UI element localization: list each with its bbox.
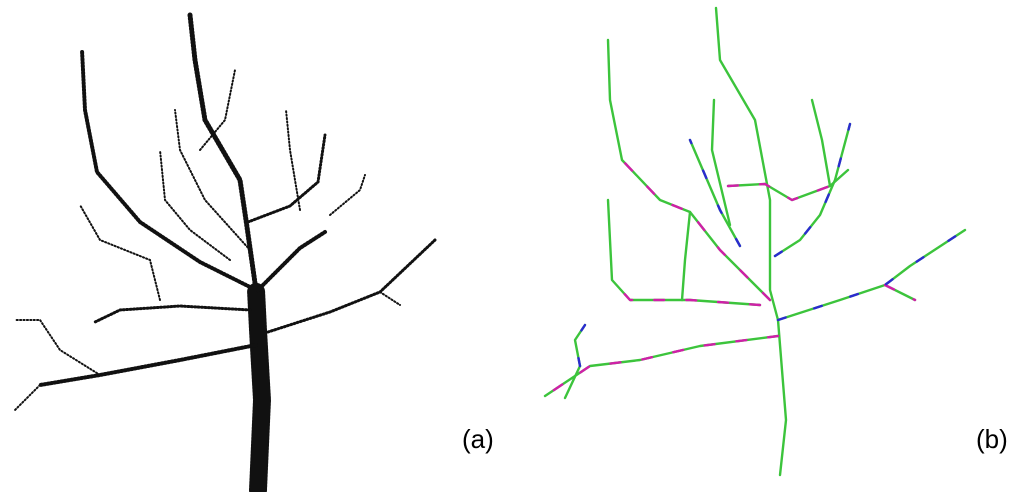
panel-label: (b) (976, 424, 1008, 454)
page: (a) (b) (() => { const data = JSON.parse… (0, 0, 1018, 492)
point-cloud-tree (15, 15, 435, 490)
skeleton-tree (545, 8, 965, 475)
figure: (a) (b) (0, 0, 1018, 492)
panel-label: (a) (462, 424, 494, 454)
